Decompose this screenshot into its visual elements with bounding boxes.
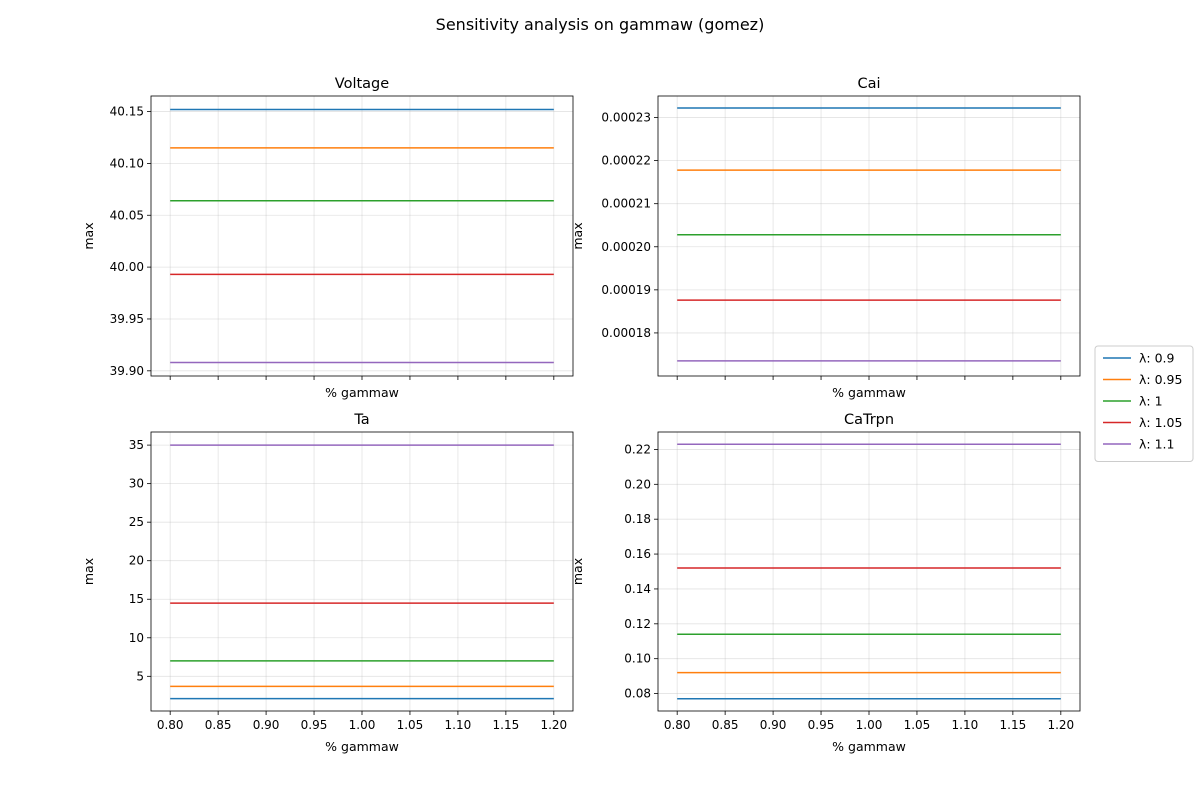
- y-tick-label: 0.00018: [601, 326, 651, 340]
- y-tick-label: 0.16: [624, 547, 651, 561]
- y-tick-label: 0.14: [624, 582, 651, 596]
- x-tick-label: 0.80: [664, 718, 691, 732]
- y-tick-label: 40.15: [110, 105, 144, 119]
- y-tick-label: 0.08: [624, 687, 651, 701]
- legend-entry: λ: 1.05: [1139, 415, 1182, 430]
- x-tick-label: 0.95: [808, 718, 835, 732]
- y-tick-label: 0.10: [624, 652, 651, 666]
- y-tick-label: 35: [129, 438, 144, 452]
- x-tick-label: 0.85: [712, 718, 739, 732]
- x-tick-label: 0.90: [760, 718, 787, 732]
- x-tick-label: 1.10: [445, 718, 472, 732]
- x-tick-label: 1.05: [397, 718, 424, 732]
- legend: λ: 0.9 λ: 0.95 λ: 1 λ: 1.05 λ: 1.1: [1094, 345, 1194, 462]
- x-tick-label: 1.00: [856, 718, 883, 732]
- x-tick-label: 1.10: [952, 718, 979, 732]
- legend-entry: λ: 1.1: [1139, 437, 1174, 452]
- x-axis-label: % gammaw: [832, 739, 906, 754]
- x-axis-label: % gammaw: [832, 385, 906, 400]
- y-axis-label: max: [81, 222, 96, 249]
- y-tick-label: 0.00022: [601, 154, 651, 168]
- subplot-1: 0.00018 0.00019 0.00020 0.00021 0.00022 0.000…: [570, 76, 1081, 400]
- subplot-3: 0.80 0.85 0.90 0.95 1.00 1.05 1.10 1.15 1.20 0.08…: [570, 412, 1081, 754]
- x-tick-label: 0.90: [253, 718, 280, 732]
- y-tick-label: 0.00023: [601, 111, 651, 125]
- y-tick-label: 25: [129, 515, 144, 529]
- y-tick-label: 40.00: [110, 260, 144, 274]
- subplot-title: CaTrpn: [844, 412, 894, 428]
- y-tick-label: 30: [129, 477, 144, 491]
- y-tick-label: 0.00019: [601, 283, 651, 297]
- y-axis-label: max: [570, 222, 585, 249]
- x-tick-label: 1.15: [493, 718, 520, 732]
- subplot-title: Cai: [857, 76, 880, 92]
- x-tick-label: 1.00: [349, 718, 376, 732]
- x-tick-label: 0.85: [205, 718, 232, 732]
- y-tick-label: 0.18: [624, 512, 651, 526]
- y-tick-label: 0.20: [624, 477, 651, 491]
- x-tick-label: 1.05: [904, 718, 931, 732]
- x-tick-label: 0.95: [301, 718, 328, 732]
- y-tick-label: 15: [129, 592, 144, 606]
- x-tick-label: 1.20: [540, 718, 567, 732]
- x-tick-label: 1.20: [1047, 718, 1074, 732]
- x-tick-label: 1.15: [1000, 718, 1027, 732]
- y-axis-label: max: [81, 558, 96, 585]
- subplot-2: 0.80 0.85 0.90 0.95 1.00 1.05 1.10 1.15 1.20 5 10 1…: [81, 412, 574, 754]
- legend-frame: [1094, 345, 1194, 462]
- subplot-title: Voltage: [335, 76, 389, 92]
- legend-entry: λ: 0.95: [1139, 372, 1182, 387]
- x-axis-label: % gammaw: [325, 739, 399, 754]
- y-tick-label: 0.00021: [601, 197, 651, 211]
- y-tick-label: 20: [129, 554, 144, 568]
- y-tick-label: 5: [136, 669, 144, 683]
- y-tick-label: 10: [129, 631, 144, 645]
- x-tick-label: 0.80: [157, 718, 184, 732]
- y-axis-label: max: [570, 558, 585, 585]
- y-tick-label: 39.90: [110, 364, 144, 378]
- x-axis-label: % gammaw: [325, 385, 399, 400]
- y-tick-label: 0.00020: [601, 240, 651, 254]
- y-tick-label: 0.22: [624, 442, 651, 456]
- subplot-0: 39.90 39.95 40.00 40.05 40.10 40.15 Voltage % g…: [81, 76, 574, 400]
- subplot-title: Ta: [353, 412, 369, 428]
- y-tick-label: 40.05: [110, 208, 144, 222]
- y-tick-label: 0.12: [624, 617, 651, 631]
- legend-entry: λ: 1: [1139, 394, 1163, 409]
- y-tick-label: 39.95: [110, 312, 144, 326]
- y-tick-label: 40.10: [110, 156, 144, 170]
- figure-suptitle: Sensitivity analysis on gammaw (gomez): [436, 15, 765, 34]
- legend-entry: λ: 0.9: [1139, 351, 1175, 366]
